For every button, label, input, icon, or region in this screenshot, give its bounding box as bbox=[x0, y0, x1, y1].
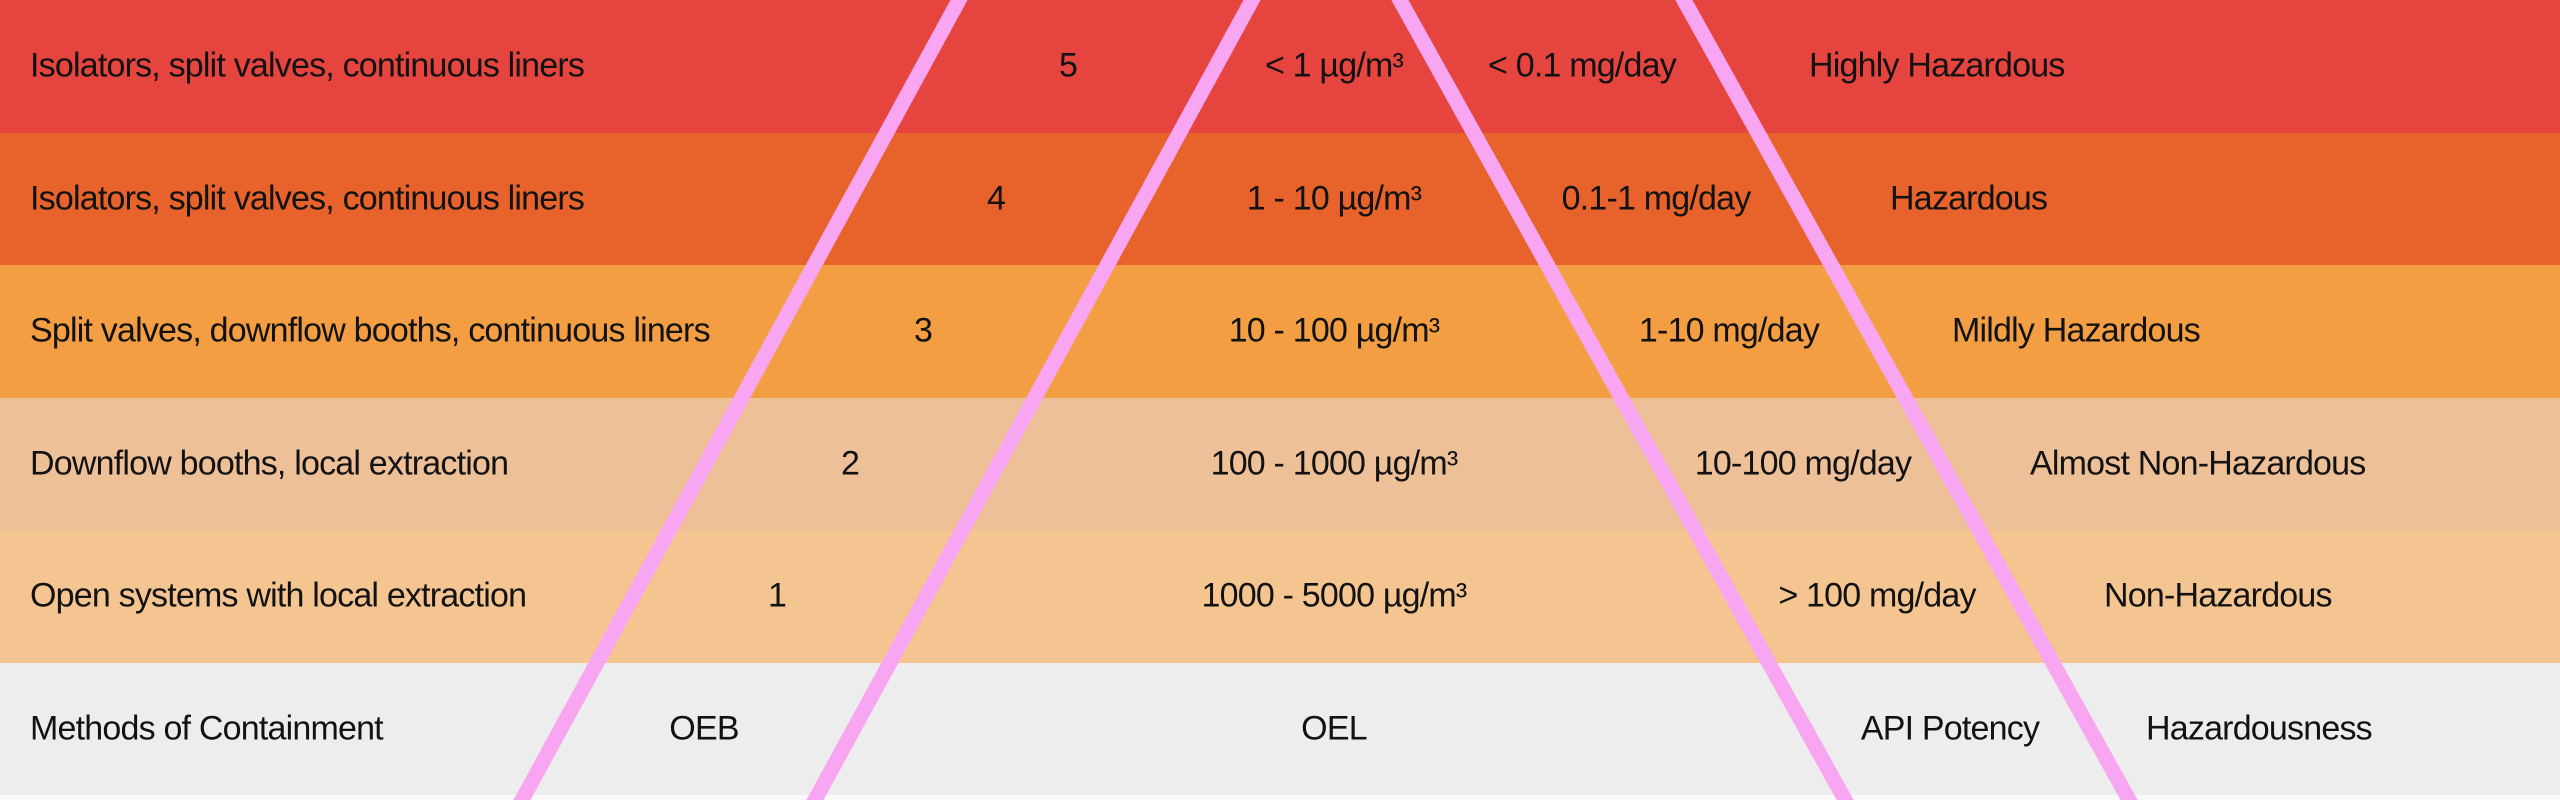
hazardousness-cell: Hazardous bbox=[1890, 179, 2048, 218]
oeb-header: OEB bbox=[669, 709, 739, 748]
hazardousness-cell: Mildly Hazardous bbox=[1952, 311, 2201, 350]
oel-cell: 1000 - 5000 µg/m³ bbox=[1201, 576, 1468, 615]
methods-cell: Downflow booths, local extraction bbox=[30, 444, 509, 483]
table-row: Open systems with local extraction 1 100… bbox=[0, 530, 2560, 663]
api-potency-cell: 10-100 mg/day bbox=[1694, 444, 1912, 483]
oeb-cell: 1 bbox=[767, 576, 787, 615]
oeb-cell: 2 bbox=[840, 444, 860, 483]
page-bottom-strip bbox=[0, 795, 2560, 800]
api-potency-cell: > 100 mg/day bbox=[1778, 576, 1976, 615]
api-potency-cell: 0.1-1 mg/day bbox=[1561, 179, 1752, 218]
methods-cell: Isolators, split valves, continuous line… bbox=[30, 179, 585, 218]
oeb-cell: 3 bbox=[913, 311, 933, 350]
oel-header: OEL bbox=[1301, 709, 1367, 748]
hazardousness-cell: Non-Hazardous bbox=[2104, 576, 2333, 615]
api-potency-cell: 1-10 mg/day bbox=[1638, 311, 1820, 350]
hazardousness-header: Hazardousness bbox=[2146, 709, 2373, 748]
oel-cell: 1 - 10 µg/m³ bbox=[1246, 179, 1422, 218]
methods-cell: Isolators, split valves, continuous line… bbox=[30, 46, 585, 85]
api-potency-cell: < 0.1 mg/day bbox=[1488, 46, 1677, 85]
oel-cell: 10 - 100 µg/m³ bbox=[1228, 311, 1440, 350]
oel-cell: < 1 µg/m³ bbox=[1264, 46, 1404, 85]
table-row: Isolators, split valves, continuous line… bbox=[0, 132, 2560, 265]
oel-cell: 100 - 1000 µg/m³ bbox=[1210, 444, 1459, 483]
methods-cell: Open systems with local extraction bbox=[30, 576, 527, 615]
oeb-cell: 5 bbox=[1058, 46, 1078, 85]
table-row: Split valves, downflow booths, continuou… bbox=[0, 265, 2560, 398]
footer-row: Methods of Containment OEB OEL API Poten… bbox=[0, 662, 2560, 795]
methods-header: Methods of Containment bbox=[30, 709, 384, 748]
table-row: Isolators, split valves, continuous line… bbox=[0, 0, 2560, 133]
methods-cell: Split valves, downflow booths, continuou… bbox=[30, 311, 711, 350]
table-row: Downflow booths, local extraction 2 100 … bbox=[0, 397, 2560, 530]
oeb-cell: 4 bbox=[986, 179, 1006, 218]
hazardousness-cell: Highly Hazardous bbox=[1809, 46, 2065, 85]
hazardousness-cell: Almost Non-Hazardous bbox=[2030, 444, 2366, 483]
api-potency-header: API Potency bbox=[1860, 709, 2040, 748]
